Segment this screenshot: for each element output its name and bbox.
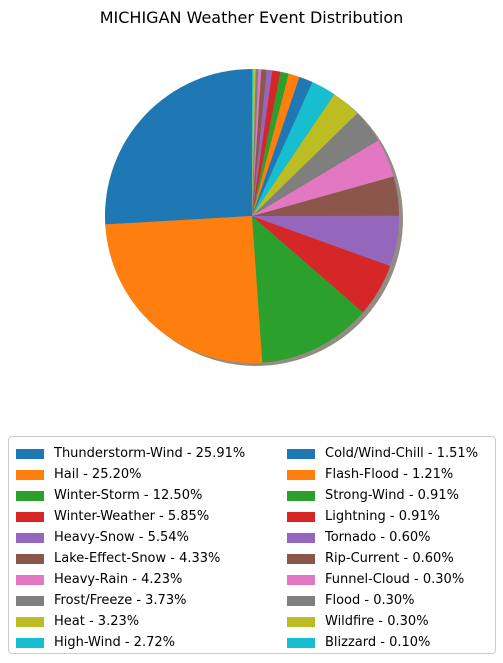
legend-column-left: Thunderstorm-Wind - 25.91% Hail - 25.20% W… — [16, 443, 245, 653]
legend-item: Heavy-Rain - 4.23% — [16, 569, 245, 590]
pie-slice-10 — [252, 81, 335, 217]
legend-label: Funnel-Cloud - 0.30% — [325, 572, 465, 587]
legend-label: Tornado - 0.60% — [325, 530, 431, 545]
legend-label: Wildfire - 0.30% — [325, 614, 429, 629]
legend-item: Cold/Wind-Chill - 1.51% — [287, 443, 478, 464]
pie-slice-16 — [252, 69, 267, 216]
legend-item: Tornado - 0.60% — [287, 527, 478, 548]
pie-slice-2 — [105, 216, 263, 364]
pie-slice-11 — [252, 76, 313, 217]
legend-label: Heavy-Snow - 5.54% — [54, 530, 189, 545]
legend-swatch — [287, 637, 315, 648]
legend-item: Winter-Storm - 12.50% — [16, 485, 245, 506]
legend-item: Flash-Flood - 1.21% — [287, 464, 478, 485]
pie-slice-19 — [252, 69, 256, 216]
pie-slice-14 — [252, 70, 281, 217]
legend-item: Winter-Weather - 5.85% — [16, 506, 245, 527]
legend-item: Thunderstorm-Wind - 25.91% — [16, 443, 245, 464]
legend-item: Funnel-Cloud - 0.30% — [287, 569, 478, 590]
legend-label: Flash-Flood - 1.21% — [325, 467, 454, 482]
legend-item: Heavy-Snow - 5.54% — [16, 527, 245, 548]
legend-label: Winter-Storm - 12.50% — [54, 488, 203, 503]
pie-slice-12 — [252, 73, 300, 216]
pie-slice-17 — [252, 69, 262, 216]
pie-slice-3 — [252, 216, 364, 363]
legend-label: Heat - 3.23% — [54, 614, 140, 629]
legend-column-right: Cold/Wind-Chill - 1.51% Flash-Flood - 1.2… — [287, 443, 478, 653]
legend-label: High-Wind - 2.72% — [54, 635, 175, 650]
legend-swatch — [287, 511, 315, 522]
legend-label: Strong-Wind - 0.91% — [325, 488, 459, 503]
legend-swatch — [287, 469, 315, 480]
legend-item: Lake-Effect-Snow - 4.33% — [16, 548, 245, 569]
legend-label: Lightning - 0.91% — [325, 509, 441, 524]
legend-label: Cold/Wind-Chill - 1.51% — [325, 446, 479, 461]
legend-item: Hail - 25.20% — [16, 464, 245, 485]
legend-label: Rip-Current - 0.60% — [325, 551, 454, 566]
legend-swatch — [16, 616, 44, 627]
legend-label: Flood - 0.30% — [325, 593, 415, 608]
legend: Thunderstorm-Wind - 25.91% Hail - 25.20% W… — [8, 436, 496, 654]
legend-label: Thunderstorm-Wind - 25.91% — [54, 446, 246, 461]
legend-label: Winter-Weather - 5.85% — [54, 509, 210, 524]
legend-item: Rip-Current - 0.60% — [287, 548, 478, 569]
pie-slice-9 — [252, 94, 358, 216]
legend-swatch — [16, 511, 44, 522]
legend-swatch — [16, 637, 44, 648]
legend-swatch — [287, 448, 315, 459]
legend-item: High-Wind - 2.72% — [16, 632, 245, 653]
legend-swatch — [287, 553, 315, 564]
legend-swatch — [287, 595, 315, 606]
legend-swatch — [287, 574, 315, 585]
legend-item: Lightning - 0.91% — [287, 506, 478, 527]
pie-slice-6 — [252, 176, 399, 216]
pie-slice-5 — [252, 215, 400, 267]
legend-swatch — [16, 574, 44, 585]
pie-slice-8 — [252, 113, 379, 216]
legend-item: Flood - 0.30% — [287, 590, 478, 611]
legend-item: Frost/Freeze - 3.73% — [16, 590, 245, 611]
legend-label: Blizzard - 0.10% — [325, 635, 431, 650]
legend-swatch — [16, 595, 44, 606]
legend-swatch — [287, 616, 315, 627]
legend-label: Heavy-Rain - 4.23% — [54, 572, 183, 587]
pie-chart — [104, 68, 403, 366]
pie-slice-20 — [252, 68, 253, 216]
legend-label: Frost/Freeze - 3.73% — [54, 593, 187, 608]
pie-slice-18 — [252, 69, 259, 216]
pie-slice-4 — [252, 216, 391, 313]
legend-item: Heat - 3.23% — [16, 611, 245, 632]
legend-swatch — [287, 532, 315, 543]
chart-title: MICHIGAN Weather Event Distribution — [99, 8, 404, 27]
legend-swatch — [16, 490, 44, 501]
legend-item: Wildfire - 0.30% — [287, 611, 478, 632]
legend-item: Blizzard - 0.10% — [287, 632, 478, 653]
legend-label: Lake-Effect-Snow - 4.33% — [54, 551, 221, 566]
legend-swatch — [16, 469, 44, 480]
legend-label: Hail - 25.20% — [54, 467, 142, 482]
pie-slice-7 — [252, 140, 394, 216]
legend-item: Strong-Wind - 0.91% — [287, 485, 478, 506]
legend-swatch — [16, 532, 44, 543]
pie-slice-13 — [252, 71, 289, 216]
pie-slices — [104, 68, 400, 364]
legend-swatch — [16, 553, 44, 564]
legend-swatch — [16, 448, 44, 459]
pie-slice-1 — [104, 69, 252, 225]
legend-swatch — [287, 490, 315, 501]
pie-slice-15 — [252, 69, 273, 217]
